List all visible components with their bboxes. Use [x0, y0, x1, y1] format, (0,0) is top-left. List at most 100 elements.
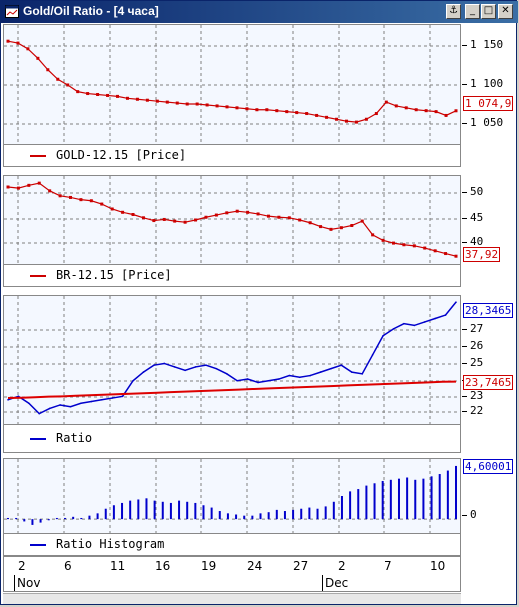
histogram-bar [72, 516, 75, 520]
gold-price-point [116, 94, 120, 98]
histogram-bar [373, 483, 376, 520]
gold-price-point [285, 110, 289, 114]
ratio-point [434, 317, 436, 320]
histogram-bar [23, 519, 26, 522]
ratio-histogram-chart [4, 459, 460, 533]
histogram-bar [397, 478, 400, 520]
ratio-point [132, 379, 134, 382]
ratio-point [257, 381, 259, 384]
ratio-histogram-panel[interactable] [3, 458, 461, 534]
histogram-bar [275, 509, 278, 520]
brent-price-point [339, 226, 343, 230]
gold-price-point [205, 103, 209, 107]
close-button[interactable]: ✕ [498, 4, 513, 19]
gold-price-point [135, 97, 139, 101]
histogram-bar [430, 476, 433, 520]
brent-price-point [141, 216, 145, 220]
date-tick: 2 [338, 559, 346, 573]
gold-price-point [335, 117, 339, 121]
ratio-point [298, 376, 301, 379]
brent-legend-swatch [30, 275, 46, 277]
histogram-bar [226, 513, 229, 520]
ratio-point [163, 362, 166, 365]
brent-price-point [371, 233, 375, 237]
histogram-bar [365, 485, 368, 520]
horizontal-scrollbar[interactable] [3, 593, 461, 604]
ratio-point [225, 373, 228, 375]
ratio-point [361, 373, 364, 375]
histogram-bar [267, 512, 270, 520]
histogram-bar [283, 511, 286, 520]
brent-price-panel[interactable] [3, 175, 461, 265]
minimize-button[interactable]: _ [465, 4, 480, 19]
histogram-bar [210, 507, 213, 520]
brent-price-point [37, 181, 41, 185]
histogram-bar [316, 508, 319, 520]
gold-legend: GOLD-12.15 [Price] [3, 145, 461, 167]
brent-price-point [350, 224, 354, 227]
brent-price-point [225, 211, 229, 215]
date-tick: 11 [110, 559, 126, 573]
histogram-axis: 0 [462, 458, 518, 534]
gold-price-point [265, 108, 269, 112]
histogram-bar [389, 479, 392, 520]
date-tick: 24 [247, 559, 263, 573]
title-bar[interactable]: Gold/Oil Ratio - [4 часа] ⚓ _ □ ✕ [1, 1, 518, 23]
gold-price-chart [4, 25, 460, 144]
ratio-ma-line [7, 380, 457, 400]
gold-price-point [295, 111, 299, 115]
close-icon: ✕ [501, 5, 510, 16]
histogram-bar [455, 465, 457, 520]
histogram-bar [259, 513, 262, 520]
date-tick: 7 [384, 559, 392, 573]
gold-price-point [374, 112, 378, 116]
ratio-chart [4, 296, 460, 424]
restore-icon: □ [483, 5, 494, 16]
brent-price-point [423, 246, 427, 250]
ratio-point [340, 364, 343, 366]
ratio-point [205, 364, 207, 366]
brent-price-point [298, 218, 302, 222]
gold-price-point [424, 109, 428, 113]
date-tick: 19 [201, 559, 217, 573]
gold-price-point [344, 119, 348, 123]
restore-button[interactable]: □ [481, 4, 496, 19]
ratio-panel[interactable] [3, 295, 461, 425]
ratio-point [278, 378, 280, 380]
gold-price-point [275, 109, 279, 113]
brent-price-point [287, 216, 291, 220]
ratio-legend-label: Ratio [56, 431, 93, 445]
gold-price-panel[interactable] [3, 24, 461, 145]
gold-price-point [255, 108, 259, 112]
ratio-point [382, 334, 384, 337]
ratio-line [7, 301, 457, 415]
histogram-legend-label: Ratio Histogram [56, 537, 165, 551]
gold-price-point [155, 99, 159, 103]
brent-price-point [214, 213, 218, 217]
ratio-point [309, 374, 311, 377]
histogram-bar [112, 505, 115, 520]
ratio-point [48, 407, 51, 410]
date-axis[interactable]: 2 6 11 16 19 24 27 2 7 10 Nov Dec [3, 556, 461, 592]
histogram-bar [129, 500, 132, 520]
brent-price-point [444, 252, 448, 256]
histogram-bar [96, 513, 99, 520]
histogram-tick: 0 [470, 508, 477, 521]
gold-price-point [66, 83, 70, 87]
anchor-button[interactable]: ⚓ [446, 4, 461, 19]
ratio-tick: 27 [470, 322, 484, 335]
brent-price-point [204, 215, 208, 219]
brent-price-point [100, 202, 104, 206]
histogram-bar [88, 515, 91, 520]
histogram-bar [292, 509, 295, 520]
ratio-point [215, 367, 218, 370]
ratio-point [38, 412, 41, 415]
brent-price-point [48, 189, 52, 193]
brent-price-point [162, 217, 166, 221]
gold-price-point [36, 56, 40, 60]
gold-legend-label: GOLD-12.15 [Price] [56, 148, 187, 162]
brent-price-point [329, 227, 333, 231]
gold-price-point [215, 104, 219, 108]
histogram-bar [145, 498, 148, 520]
histogram-bar [47, 519, 50, 521]
